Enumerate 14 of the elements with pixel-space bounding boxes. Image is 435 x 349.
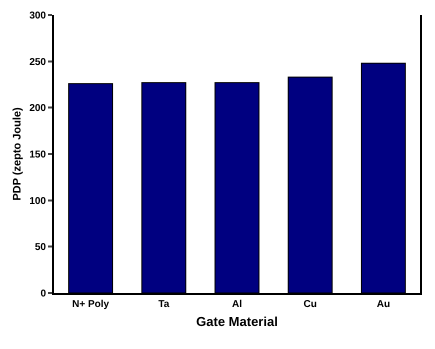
x-axis-title: Gate Material: [196, 314, 278, 330]
y-tick-label: 300: [29, 10, 46, 22]
y-tick-label: 200: [29, 103, 46, 114]
y-tick-label: 100: [29, 196, 46, 207]
x-tick-label: Ta: [158, 299, 170, 310]
x-tick-label: N+ Poly: [72, 299, 110, 310]
y-tick-label: 250: [29, 56, 46, 68]
x-tick-label: Al: [232, 299, 242, 310]
x-tick-label: Cu: [304, 299, 317, 310]
y-tick-label: 0: [40, 288, 46, 300]
y-tick-label: 150: [29, 150, 46, 160]
y-axis-title: PDP (zepto Joule): [11, 107, 24, 201]
x-tick-label: Au: [376, 299, 390, 310]
y-tick-label: 50: [34, 242, 46, 254]
